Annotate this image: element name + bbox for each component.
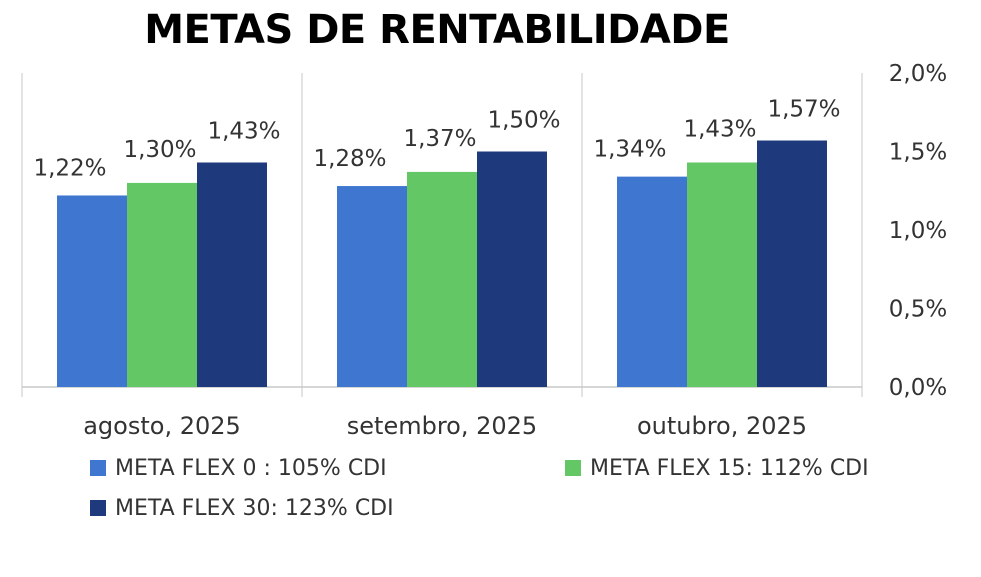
bar-3-3 bbox=[757, 140, 827, 387]
x-tick-label: outubro, 2025 bbox=[637, 412, 807, 440]
data-label: 1,30% bbox=[123, 137, 196, 163]
legend-swatch bbox=[90, 460, 106, 476]
legend-label: META FLEX 30: 123% CDI bbox=[115, 496, 394, 521]
legend-label: META FLEX 15: 112% CDI bbox=[590, 456, 869, 481]
bar-1-2 bbox=[337, 186, 407, 387]
data-label: 1,43% bbox=[683, 116, 756, 142]
y-tick-label: 0,0% bbox=[889, 375, 947, 401]
bar-2-3 bbox=[687, 162, 757, 387]
y-tick-label: 2,0% bbox=[889, 61, 947, 87]
y-tick-label: 1,5% bbox=[889, 140, 947, 166]
bar-2-2 bbox=[407, 171, 477, 387]
data-label: 1,37% bbox=[403, 126, 476, 152]
bars bbox=[57, 140, 827, 387]
chart-title: METAS DE RENTABILIDADE bbox=[144, 7, 730, 53]
data-label: 1,22% bbox=[33, 155, 106, 181]
legend-swatch bbox=[565, 460, 581, 476]
x-tick-label: agosto, 2025 bbox=[83, 412, 241, 440]
y-axis: 0,0% 0,5% 1,0% 1,5% 2,0% bbox=[889, 61, 947, 401]
bar-1-3 bbox=[617, 176, 687, 387]
data-labels: 1,22% 1,30% 1,43% 1,28% 1,37% 1,50% 1,34% 1,43%… bbox=[33, 97, 840, 182]
x-tick-label: setembro, 2025 bbox=[347, 412, 537, 440]
bar-2-1 bbox=[127, 182, 197, 387]
bar-1-1 bbox=[57, 195, 127, 387]
data-label: 1,43% bbox=[207, 118, 280, 144]
data-label: 1,50% bbox=[487, 108, 560, 134]
x-axis: agosto, 2025 setembro, 2025 outubro, 2025 bbox=[83, 412, 807, 440]
data-label: 1,34% bbox=[593, 137, 666, 163]
legend-label: META FLEX 0 : 105% CDI bbox=[115, 456, 387, 481]
bar-3-1 bbox=[197, 162, 267, 387]
legend: META FLEX 0 : 105% CDI META FLEX 15: 112%… bbox=[90, 456, 869, 521]
legend-swatch bbox=[90, 500, 106, 516]
y-tick-label: 1,0% bbox=[889, 218, 947, 244]
data-label: 1,28% bbox=[313, 146, 386, 172]
bar-3-2 bbox=[477, 151, 547, 387]
y-tick-label: 0,5% bbox=[889, 297, 947, 323]
data-label: 1,57% bbox=[767, 97, 840, 123]
